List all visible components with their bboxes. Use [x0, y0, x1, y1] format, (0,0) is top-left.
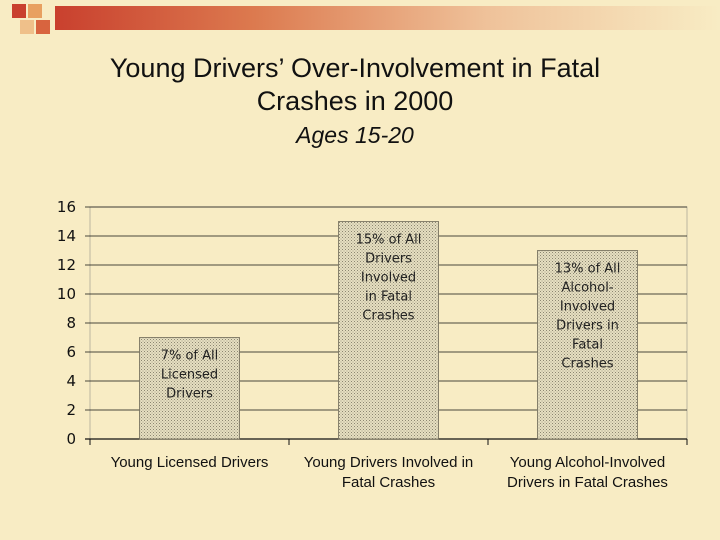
data-label-line: Drivers in: [556, 319, 619, 334]
data-label: 13% of All Alcohol- Involved Drivers in Fata…: [555, 262, 621, 372]
x-category-label-line: Young Alcohol-Involved: [510, 454, 665, 471]
data-label-line: Alcohol-: [561, 281, 613, 296]
x-axis-categories: Young Licensed Drivers Young Drivers Invo…: [111, 454, 668, 491]
y-tick-label: 14: [57, 227, 76, 245]
y-tick-label: 6: [66, 343, 76, 361]
slide-title-line-2: Crashes in 2000: [256, 86, 454, 116]
deco-square-red: [12, 4, 26, 18]
deco-square-orange: [28, 4, 42, 18]
data-label-line: Licensed: [161, 368, 218, 383]
data-label-line: in Fatal: [365, 290, 412, 305]
data-label-line: Fatal: [572, 338, 603, 353]
data-label-line: Crashes: [362, 309, 414, 324]
data-label-line: 15% of All: [356, 233, 422, 248]
deco-square-red-2: [36, 20, 50, 34]
x-category-label-line: Young Drivers Involved in: [304, 454, 474, 471]
data-label-line: Crashes: [561, 357, 613, 372]
bar: [338, 221, 439, 440]
data-label-line: 7% of All: [161, 349, 219, 364]
header-accent-bar: [55, 6, 720, 30]
x-category-label: Young Drivers Involved in Fatal Crashes: [304, 454, 474, 491]
data-label: 15% of All Drivers Involved in Fatal Crashes: [356, 233, 422, 324]
bar: [537, 250, 638, 440]
data-label-line: 13% of All: [555, 262, 621, 277]
y-axis-ticks: 0 2 4 6 8 10 12 14 16: [57, 198, 76, 448]
x-category-label: Young Alcohol-Involved Drivers in Fatal C…: [507, 454, 668, 491]
data-label-line: Drivers: [166, 387, 213, 402]
x-category-label-line: Drivers in Fatal Crashes: [507, 474, 668, 491]
deco-square-orange-light: [20, 20, 34, 34]
bar: [139, 337, 240, 440]
slide-subtitle: Ages 15-20: [296, 122, 414, 148]
x-category-label-line: Fatal Crashes: [342, 474, 435, 491]
data-label-line: Drivers: [365, 252, 412, 267]
x-category-label: Young Licensed Drivers: [111, 454, 269, 471]
y-tick-label: 10: [57, 285, 76, 303]
x-category-label-line: Young Licensed Drivers: [111, 454, 269, 471]
bars: [139, 221, 638, 440]
data-label-line: Involved: [560, 300, 615, 315]
data-label: 7% of All Licensed Drivers: [161, 349, 219, 402]
slide-title: Young Drivers’ Over-Involvement in Fatal…: [0, 52, 710, 118]
y-tick-label: 0: [66, 430, 76, 448]
y-tick-label: 12: [57, 256, 76, 274]
y-tick-label: 4: [66, 372, 76, 390]
y-tick-label: 2: [66, 401, 76, 419]
y-tick-label: 16: [57, 198, 76, 216]
data-labels: 7% of All Licensed Drivers 15% of All Driver…: [161, 233, 621, 402]
data-label-line: Involved: [361, 271, 416, 286]
y-tick-label: 8: [66, 314, 76, 332]
slide-title-line-1: Young Drivers’ Over-Involvement in Fatal: [109, 53, 601, 83]
